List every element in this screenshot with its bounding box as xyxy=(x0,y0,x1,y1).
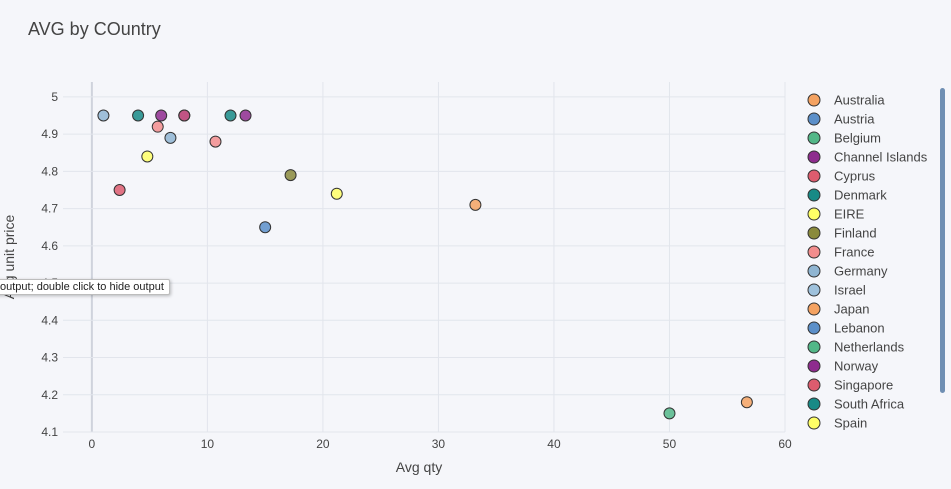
scatter-point[interactable] xyxy=(239,109,252,122)
legend-label[interactable]: EIRE xyxy=(834,207,865,222)
scatter-point[interactable] xyxy=(259,221,272,234)
legend-marker[interactable] xyxy=(807,131,821,145)
scatter-point[interactable] xyxy=(224,109,237,122)
y-tick-label: 4.8 xyxy=(41,164,58,178)
legend-marker[interactable] xyxy=(807,416,821,430)
scatter-point[interactable] xyxy=(284,169,297,182)
scatter-point[interactable] xyxy=(141,150,154,163)
scatter-point[interactable] xyxy=(151,120,164,133)
legend-label[interactable]: Germany xyxy=(834,264,888,279)
scatter-point[interactable] xyxy=(663,407,676,420)
legend-label[interactable]: Australia xyxy=(834,93,885,108)
legend-marker[interactable] xyxy=(807,359,821,373)
scatter-point[interactable] xyxy=(330,187,343,200)
legend-marker[interactable] xyxy=(807,112,821,126)
y-tick-label: 4.7 xyxy=(41,202,58,216)
legend-marker[interactable] xyxy=(807,150,821,164)
legend-marker[interactable] xyxy=(807,245,821,259)
legend-label[interactable]: Finland xyxy=(834,226,877,241)
scatter-point[interactable] xyxy=(132,109,145,122)
y-tick-label: 4.6 xyxy=(41,239,58,253)
y-axis-title: Avg unit price xyxy=(1,215,17,300)
scatter-point[interactable] xyxy=(740,396,753,409)
x-tick-label: 10 xyxy=(201,437,215,451)
scatter-point[interactable] xyxy=(113,183,126,196)
legend-label[interactable]: Spain xyxy=(834,416,867,431)
legend-marker[interactable] xyxy=(807,340,821,354)
legend[interactable]: Australia Austria Belgium Channel Islands Cy… xyxy=(807,93,928,431)
x-tick-label: 60 xyxy=(778,437,792,451)
legend-label[interactable]: Austria xyxy=(834,112,875,127)
x-axis-title: Avg qty xyxy=(396,459,442,475)
legend-label[interactable]: South Africa xyxy=(834,397,905,412)
legend-label[interactable]: Norway xyxy=(834,359,879,374)
legend-marker[interactable] xyxy=(807,397,821,411)
y-tick-label: 4.3 xyxy=(41,351,58,365)
legend-marker[interactable] xyxy=(807,264,821,278)
legend-label[interactable]: Japan xyxy=(834,302,869,317)
legend-marker[interactable] xyxy=(807,378,821,392)
x-tick-label: 0 xyxy=(89,437,96,451)
chart-title: AVG by COuntry xyxy=(28,19,161,39)
y-tick-label: 4.9 xyxy=(41,127,58,141)
legend-marker[interactable] xyxy=(807,207,821,221)
y-tick-label: 4.2 xyxy=(41,388,58,402)
output-tooltip: output; double click to hide output xyxy=(0,279,170,295)
legend-label[interactable]: Denmark xyxy=(834,188,887,203)
data-points[interactable] xyxy=(97,109,753,420)
y-tick-label: 5 xyxy=(51,90,58,104)
scatter-point[interactable] xyxy=(209,135,222,148)
grid xyxy=(63,82,786,433)
legend-label[interactable]: Channel Islands xyxy=(834,150,928,165)
x-tick-label: 40 xyxy=(547,437,561,451)
legend-scrollbar[interactable] xyxy=(940,88,945,393)
y-tick-label: 4.1 xyxy=(41,425,58,439)
legend-marker[interactable] xyxy=(807,321,821,335)
scatter-point[interactable] xyxy=(155,109,168,122)
scatter-point[interactable] xyxy=(164,131,177,144)
legend-marker[interactable] xyxy=(807,302,821,316)
x-tick-label: 50 xyxy=(663,437,677,451)
legend-marker[interactable] xyxy=(807,169,821,183)
x-tick-label: 30 xyxy=(432,437,446,451)
legend-label[interactable]: Lebanon xyxy=(834,321,885,336)
scatter-point[interactable] xyxy=(97,109,110,122)
legend-marker[interactable] xyxy=(807,188,821,202)
legend-label[interactable]: Cyprus xyxy=(834,169,876,184)
scatter-point[interactable] xyxy=(469,198,482,211)
legend-label[interactable]: Israel xyxy=(834,283,866,298)
y-tick-label: 4.4 xyxy=(41,313,58,327)
legend-label[interactable]: Belgium xyxy=(834,131,881,146)
legend-marker[interactable] xyxy=(807,226,821,240)
legend-label[interactable]: France xyxy=(834,245,874,260)
axes: 01020304050604.14.24.34.44.54.64.74.84.9… xyxy=(41,90,792,451)
scatter-point[interactable] xyxy=(178,109,191,122)
legend-marker[interactable] xyxy=(807,93,821,107)
x-tick-label: 20 xyxy=(316,437,330,451)
legend-label[interactable]: Netherlands xyxy=(834,340,905,355)
legend-label[interactable]: Singapore xyxy=(834,378,893,393)
legend-marker[interactable] xyxy=(807,283,821,297)
